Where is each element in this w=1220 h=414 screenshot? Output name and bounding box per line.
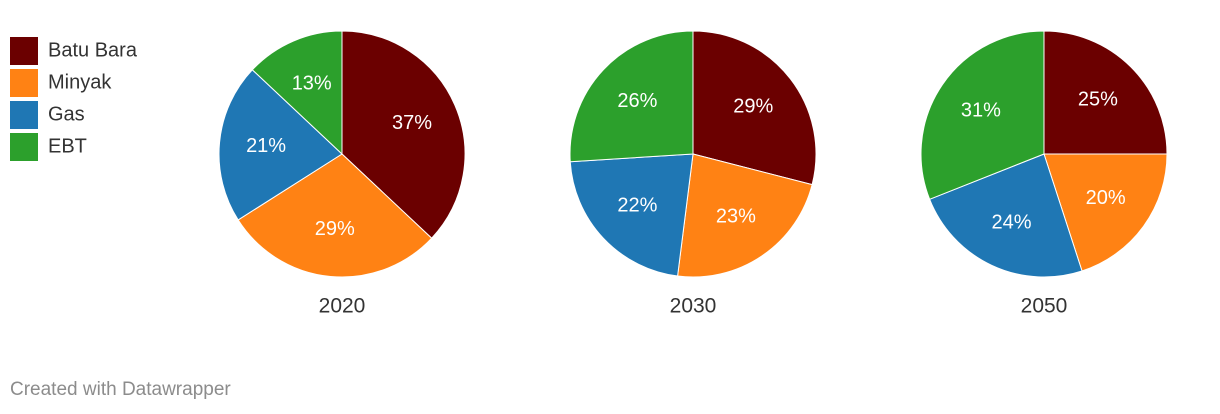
slice-label: 37%: [392, 112, 432, 134]
slice-label: 29%: [733, 96, 773, 118]
pie-slice: [692, 30, 817, 186]
legend-swatch: [10, 101, 38, 129]
footer: Created with Datawrapper: [10, 379, 231, 400]
slice-label: 29%: [315, 218, 355, 240]
legend-label: Batu Bara: [48, 39, 138, 61]
pie-slice: [341, 30, 466, 239]
pie-slice: [920, 30, 1045, 200]
pie-slice: [569, 30, 694, 163]
pie-slice: [1043, 30, 1168, 155]
legend-label: EBT: [48, 135, 87, 157]
pie-slice: [251, 30, 343, 156]
slice-label: 20%: [1086, 187, 1126, 209]
slice-label: 13%: [292, 72, 332, 94]
pie-title: 2020: [319, 295, 366, 318]
legend-label: Gas: [48, 103, 85, 125]
slice-label: 31%: [961, 99, 1001, 121]
legend-label: Minyak: [48, 71, 112, 93]
slice-label: 26%: [617, 90, 657, 112]
slice-label: 21%: [246, 135, 286, 157]
pie-slice: [928, 153, 1083, 278]
legend-swatch: [10, 133, 38, 161]
pie-slice: [1043, 153, 1168, 272]
pie-title: 2030: [670, 295, 717, 318]
pie-slice: [218, 69, 343, 221]
pie-slice: [237, 153, 433, 278]
legend-swatch: [10, 37, 38, 65]
pie-title: 2050: [1021, 295, 1068, 318]
slice-label: 25%: [1078, 88, 1118, 110]
slice-label: 24%: [992, 211, 1032, 233]
slice-label: 23%: [716, 205, 756, 227]
slice-label: 22%: [617, 194, 657, 216]
legend-swatch: [10, 69, 38, 97]
pie-slice: [677, 153, 813, 278]
pie-slice: [569, 153, 694, 277]
